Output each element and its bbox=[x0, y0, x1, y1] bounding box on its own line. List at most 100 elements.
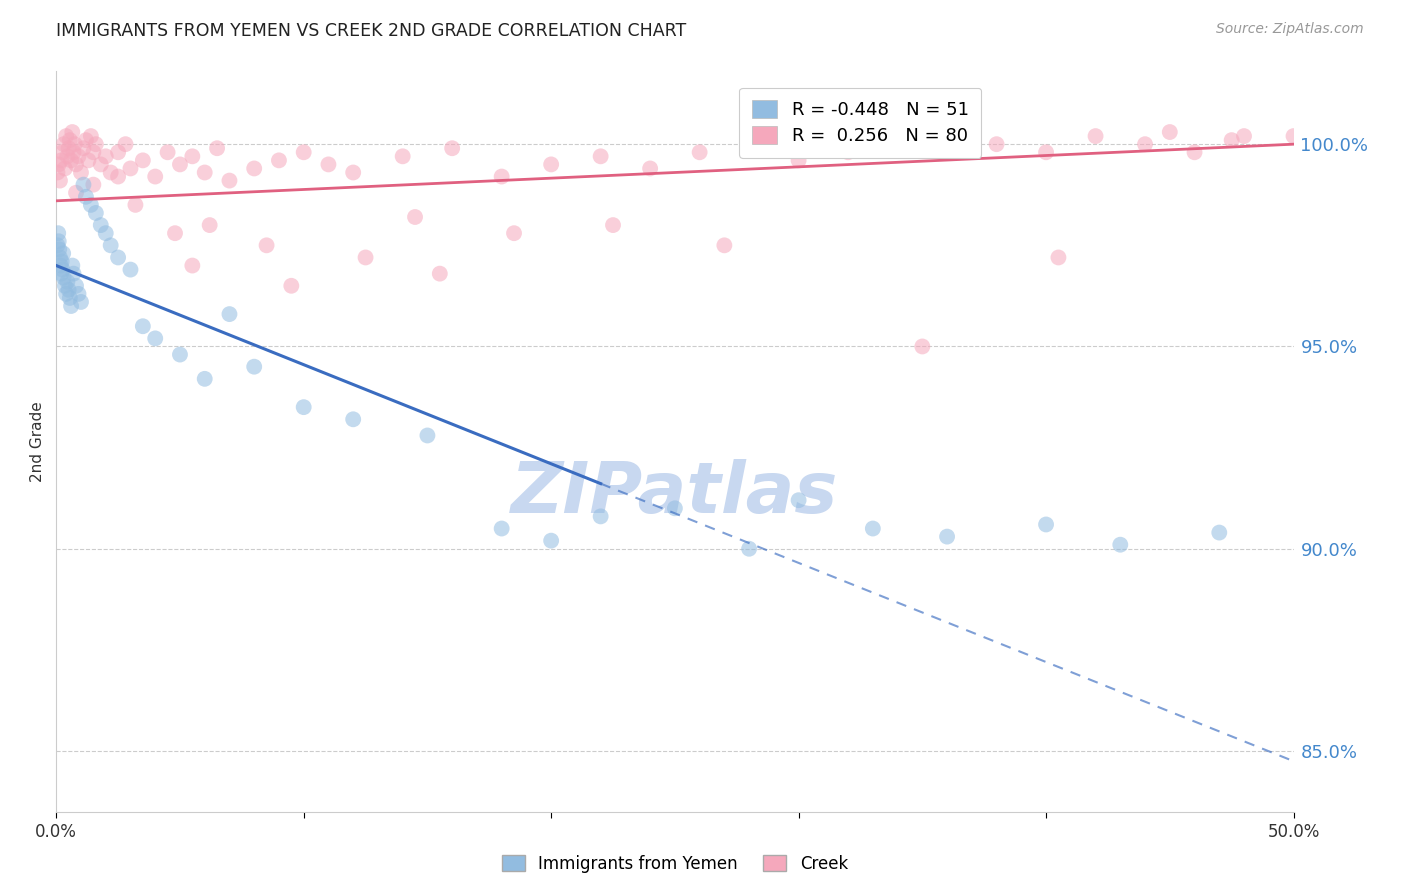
Point bbox=[986, 137, 1008, 152]
Text: ZIPatlas: ZIPatlas bbox=[512, 458, 838, 528]
Point bbox=[51, 267, 73, 281]
Point bbox=[65, 186, 87, 200]
Point bbox=[143, 169, 166, 184]
Point bbox=[143, 331, 166, 345]
Point bbox=[936, 530, 959, 544]
Point bbox=[194, 165, 217, 179]
Point bbox=[124, 198, 146, 212]
Point bbox=[58, 141, 80, 155]
Point bbox=[664, 501, 686, 516]
Point bbox=[48, 157, 70, 171]
Point bbox=[589, 149, 612, 163]
Point bbox=[84, 137, 107, 152]
Point bbox=[107, 169, 129, 184]
Point bbox=[80, 198, 103, 212]
Point bbox=[638, 161, 661, 176]
Point bbox=[342, 165, 364, 179]
Point bbox=[46, 165, 69, 179]
Point bbox=[169, 347, 191, 361]
Point bbox=[60, 153, 83, 168]
Point bbox=[46, 226, 69, 240]
Point bbox=[72, 141, 94, 155]
Point bbox=[491, 169, 513, 184]
Point bbox=[1084, 129, 1107, 144]
Point bbox=[132, 153, 155, 168]
Point bbox=[59, 133, 82, 147]
Point bbox=[911, 339, 934, 353]
Point bbox=[120, 161, 142, 176]
Point bbox=[169, 157, 191, 171]
Point bbox=[738, 137, 761, 152]
Point bbox=[49, 259, 72, 273]
Point bbox=[589, 509, 612, 524]
Point bbox=[503, 226, 526, 240]
Point bbox=[51, 153, 73, 168]
Point bbox=[713, 238, 735, 252]
Point bbox=[67, 149, 90, 163]
Point bbox=[1035, 145, 1057, 160]
Point bbox=[491, 522, 513, 536]
Point bbox=[75, 190, 97, 204]
Point bbox=[56, 275, 79, 289]
Point bbox=[62, 145, 84, 160]
Point bbox=[1159, 125, 1181, 139]
Point bbox=[82, 145, 104, 160]
Point bbox=[243, 359, 266, 374]
Point bbox=[46, 238, 69, 252]
Point bbox=[94, 149, 117, 163]
Point bbox=[292, 400, 315, 414]
Point bbox=[218, 307, 240, 321]
Point bbox=[48, 243, 70, 257]
Point bbox=[416, 428, 439, 442]
Point bbox=[689, 145, 711, 160]
Point bbox=[72, 178, 94, 192]
Point bbox=[787, 493, 810, 508]
Point bbox=[100, 238, 122, 252]
Point bbox=[107, 145, 129, 160]
Point bbox=[77, 153, 100, 168]
Point bbox=[63, 137, 86, 152]
Point bbox=[1208, 525, 1230, 540]
Point bbox=[90, 157, 112, 171]
Point bbox=[787, 153, 810, 168]
Point bbox=[1035, 517, 1057, 532]
Point bbox=[163, 226, 186, 240]
Point bbox=[267, 153, 290, 168]
Legend: Immigrants from Yemen, Creek: Immigrants from Yemen, Creek bbox=[495, 848, 855, 880]
Point bbox=[65, 157, 87, 171]
Point bbox=[354, 251, 377, 265]
Point bbox=[218, 173, 240, 187]
Point bbox=[198, 218, 221, 232]
Point bbox=[60, 299, 83, 313]
Point bbox=[51, 254, 73, 268]
Point bbox=[67, 286, 90, 301]
Point bbox=[55, 129, 77, 144]
Point bbox=[1109, 538, 1132, 552]
Point bbox=[132, 319, 155, 334]
Point bbox=[60, 259, 83, 273]
Point bbox=[429, 267, 451, 281]
Point bbox=[862, 522, 884, 536]
Point bbox=[318, 157, 340, 171]
Point bbox=[540, 157, 562, 171]
Point bbox=[48, 234, 70, 248]
Point bbox=[70, 165, 93, 179]
Point bbox=[738, 541, 761, 556]
Point bbox=[243, 161, 266, 176]
Point bbox=[342, 412, 364, 426]
Point bbox=[391, 149, 413, 163]
Point bbox=[75, 133, 97, 147]
Point bbox=[1047, 251, 1070, 265]
Text: Source: ZipAtlas.com: Source: ZipAtlas.com bbox=[1216, 22, 1364, 37]
Point bbox=[62, 267, 84, 281]
Point bbox=[107, 251, 129, 265]
Point bbox=[837, 145, 859, 160]
Text: IMMIGRANTS FROM YEMEN VS CREEK 2ND GRADE CORRELATION CHART: IMMIGRANTS FROM YEMEN VS CREEK 2ND GRADE… bbox=[56, 22, 686, 40]
Point bbox=[90, 218, 112, 232]
Point bbox=[1282, 129, 1305, 144]
Point bbox=[194, 372, 217, 386]
Point bbox=[49, 173, 72, 187]
Point bbox=[60, 125, 83, 139]
Point bbox=[911, 133, 934, 147]
Point bbox=[602, 218, 624, 232]
